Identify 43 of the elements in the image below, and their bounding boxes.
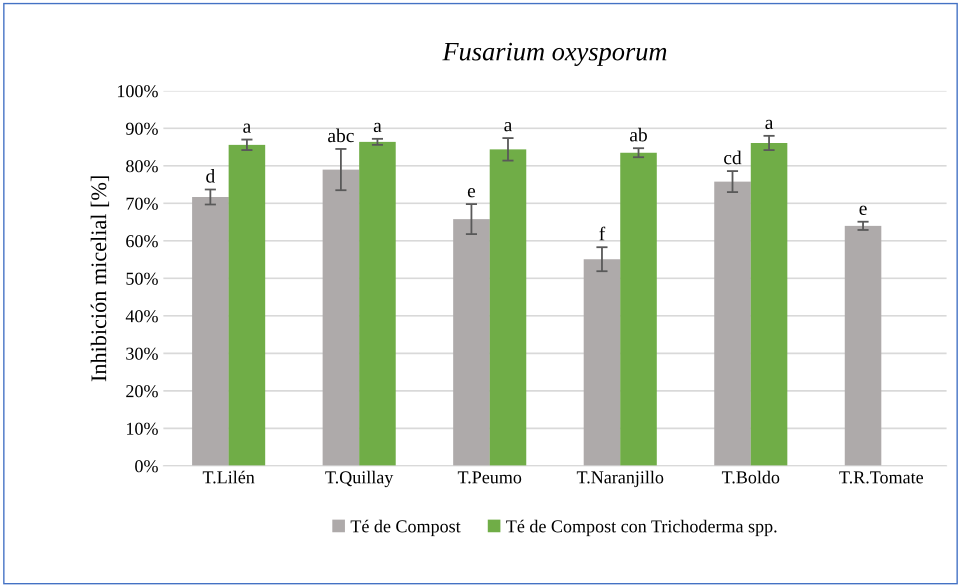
legend-label: Té de Compost bbox=[350, 520, 461, 536]
bar bbox=[584, 259, 620, 466]
annotation: a bbox=[765, 120, 774, 130]
legend-label: Té de Compost con Trichoderma spp. bbox=[506, 520, 776, 536]
x-tick-label: T.Boldo bbox=[722, 470, 780, 484]
x-tick-label: T.Peumo bbox=[458, 471, 522, 484]
annotation: a bbox=[504, 122, 512, 132]
bar bbox=[453, 219, 490, 466]
y-tick-label: 100% bbox=[118, 85, 158, 98]
x-tick-label: T.R.Tomate bbox=[839, 471, 924, 484]
chart-title: Fusarium oxysporum bbox=[442, 42, 666, 66]
y-axis-title: Inhibición micelial [%] bbox=[90, 176, 110, 382]
bar bbox=[844, 226, 882, 466]
annotation: a bbox=[374, 122, 382, 132]
y-tick-label: 90% bbox=[126, 122, 158, 135]
y-tick-label: 70% bbox=[126, 198, 158, 210]
bar bbox=[750, 142, 788, 466]
y-tick-label: 0% bbox=[135, 460, 158, 472]
y-tick-label: 10% bbox=[127, 422, 158, 435]
bar bbox=[714, 182, 751, 466]
x-tick-label: T.Naranjillo bbox=[576, 470, 664, 488]
annotation: f bbox=[599, 226, 606, 240]
bar bbox=[322, 170, 360, 466]
y-tick-label: 60% bbox=[126, 235, 158, 248]
x-tick-label: T.Quillay bbox=[325, 470, 394, 488]
y-tick-label: 30% bbox=[126, 348, 158, 360]
y-tick-label: 20% bbox=[126, 385, 158, 398]
y-tick-label: 50% bbox=[126, 272, 158, 285]
annotation: e bbox=[468, 188, 476, 198]
annotation: e bbox=[859, 206, 867, 215]
bar bbox=[359, 142, 396, 466]
annotation: d bbox=[206, 169, 215, 183]
bar bbox=[620, 152, 657, 466]
bar bbox=[490, 149, 526, 466]
bar bbox=[228, 144, 266, 466]
annotation: abc bbox=[328, 128, 354, 142]
annotation: ab bbox=[630, 128, 647, 142]
bar bbox=[192, 196, 229, 466]
y-tick-label: 80% bbox=[126, 160, 158, 172]
annotation: cd bbox=[724, 150, 742, 164]
annotation: a bbox=[243, 124, 251, 133]
y-tick-label: 40% bbox=[126, 310, 158, 322]
x-tick-label: T.Lilén bbox=[202, 470, 255, 484]
